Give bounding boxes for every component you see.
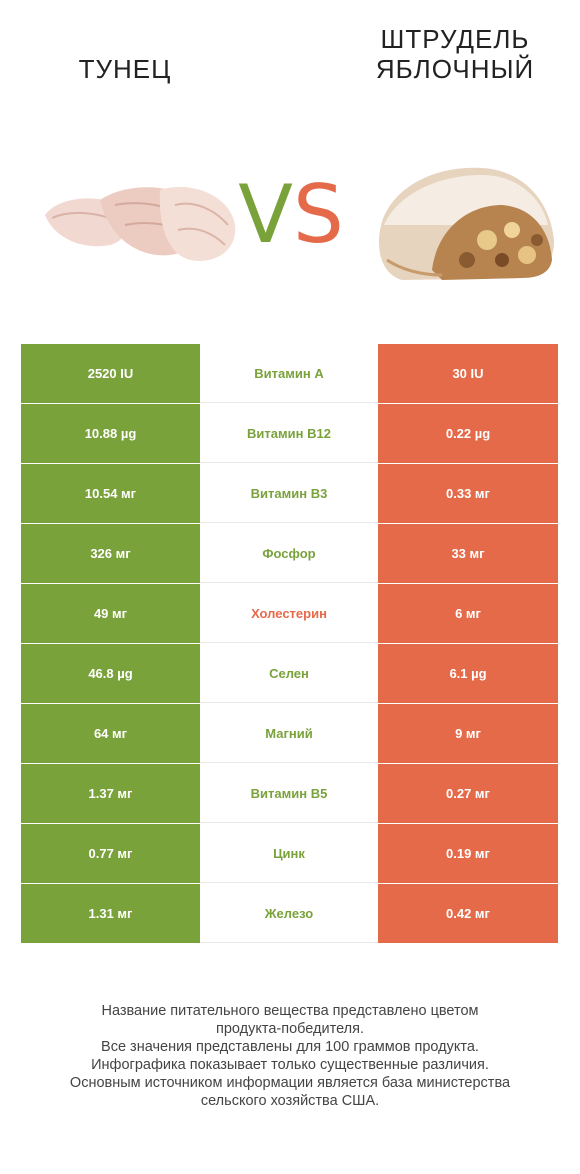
vs-label: VS bbox=[226, 170, 356, 260]
tuna-value: 10.54 мг bbox=[21, 464, 200, 523]
table-row: 2520 IU Витамин A 30 IU bbox=[21, 344, 558, 403]
strudel-value: 30 IU bbox=[378, 344, 558, 403]
nutrient-name: Витамин B3 bbox=[200, 464, 378, 523]
tuna-value: 2520 IU bbox=[21, 344, 200, 403]
tuna-value: 1.31 мг bbox=[21, 884, 200, 943]
tuna-value: 64 мг bbox=[21, 704, 200, 763]
nutrient-name: Железо bbox=[200, 884, 378, 943]
vs-s: S bbox=[292, 168, 344, 261]
strudel-image bbox=[378, 167, 555, 280]
left-product-title: ТУНЕЦ bbox=[78, 54, 172, 84]
nutrient-name: Холестерин bbox=[200, 584, 378, 643]
table-row: 10.88 µg Витамин B12 0.22 µg bbox=[21, 404, 558, 463]
footer-line-5: Основным источником информации является … bbox=[69, 1075, 511, 1091]
tuna-value: 46.8 µg bbox=[21, 644, 200, 703]
footer-line-6: сельского хозяйства США. bbox=[200, 1093, 380, 1109]
footer-line-3: Все значения представлены для 100 граммо… bbox=[101, 1039, 479, 1055]
right-product-title: ШТРУДЕЛЬ ЯБЛОЧНЫЙ bbox=[350, 24, 560, 84]
comparison-table: 2520 IU Витамин A 30 IU 10.88 µg Витамин B12… bbox=[21, 344, 558, 944]
footer-line-2: продукта-победителя. bbox=[215, 1021, 365, 1037]
strudel-value: 0.27 мг bbox=[378, 764, 558, 823]
strudel-value: 0.33 мг bbox=[378, 464, 558, 523]
strudel-value: 6 мг bbox=[378, 584, 558, 643]
nutrient-name: Витамин A bbox=[200, 344, 378, 403]
footer-note: Название питательного вещества представл… bbox=[20, 1002, 560, 1110]
tuna-image bbox=[45, 186, 236, 261]
strudel-value: 6.1 µg bbox=[378, 644, 558, 703]
tuna-value: 1.37 мг bbox=[21, 764, 200, 823]
table-row: 0.77 мг Цинк 0.19 мг bbox=[21, 824, 558, 883]
nutrient-name: Цинк bbox=[200, 824, 378, 883]
table-row: 46.8 µg Селен 6.1 µg bbox=[21, 644, 558, 703]
tuna-value: 0.77 мг bbox=[21, 824, 200, 883]
strudel-value: 0.42 мг bbox=[378, 884, 558, 943]
nutrient-name: Фосфор bbox=[200, 524, 378, 583]
vs-v: V bbox=[238, 168, 293, 261]
tuna-value: 10.88 µg bbox=[21, 404, 200, 463]
strudel-value: 9 мг bbox=[378, 704, 558, 763]
right-title-line1: ШТРУДЕЛЬ bbox=[380, 24, 530, 54]
strudel-value: 0.22 µg bbox=[378, 404, 558, 463]
table-row: 64 мг Магний 9 мг bbox=[21, 704, 558, 763]
tuna-value: 326 мг bbox=[21, 524, 200, 583]
table-row: 326 мг Фосфор 33 мг bbox=[21, 524, 558, 583]
table-row: 49 мг Холестерин 6 мг bbox=[21, 584, 558, 643]
nutrient-name: Витамин B12 bbox=[200, 404, 378, 463]
tuna-value: 49 мг bbox=[21, 584, 200, 643]
table-row: 1.31 мг Железо 0.42 мг bbox=[21, 884, 558, 943]
table-row: 1.37 мг Витамин B5 0.27 мг bbox=[21, 764, 558, 823]
nutrient-name: Витамин B5 bbox=[200, 764, 378, 823]
footer-line-1: Название питательного вещества представл… bbox=[101, 1003, 479, 1019]
footer-line-4: Инфографика показывает только существенн… bbox=[91, 1057, 489, 1073]
nutrient-name: Магний bbox=[200, 704, 378, 763]
strudel-value: 33 мг bbox=[378, 524, 558, 583]
strudel-value: 0.19 мг bbox=[378, 824, 558, 883]
table-row: 10.54 мг Витамин B3 0.33 мг bbox=[21, 464, 558, 523]
nutrient-name: Селен bbox=[200, 644, 378, 703]
right-title-line2: ЯБЛОЧНЫЙ bbox=[375, 54, 535, 84]
